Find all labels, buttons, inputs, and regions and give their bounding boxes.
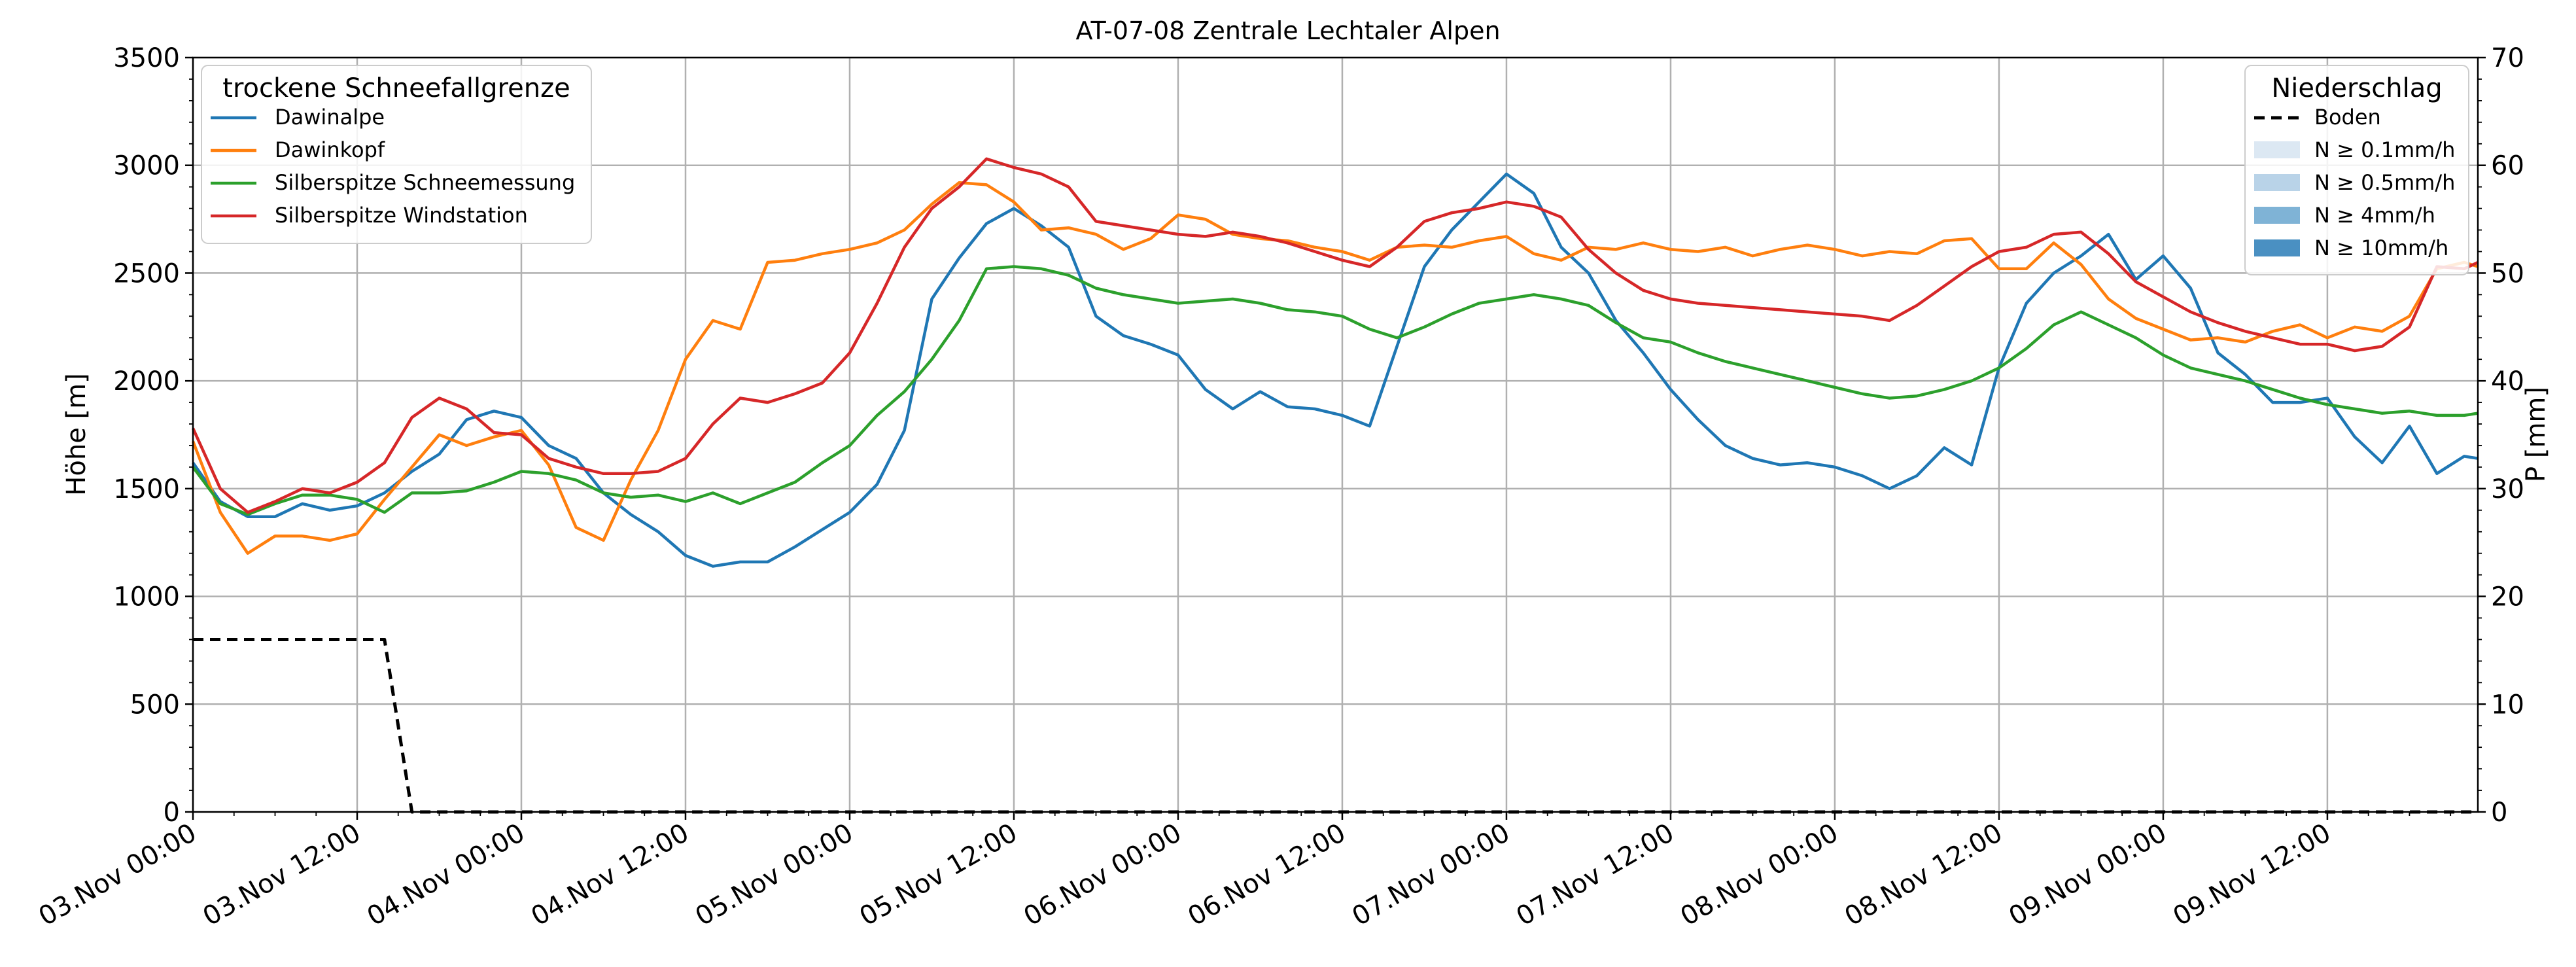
legend-precipitation: Niederschlag Boden N ≥ 0.1mm/h N ≥ 0.5mm/h…	[2244, 65, 2469, 275]
legend2-swatch	[2254, 239, 2300, 256]
plot-frame	[192, 56, 2479, 813]
y-tick-label: 1500	[113, 474, 180, 504]
series-line-dawinalpe	[192, 172, 2479, 568]
y2-tick-label: 0	[2491, 798, 2507, 828]
y-axis-label: Höhe [m]	[61, 373, 92, 495]
y2-tick-label: 70	[2491, 43, 2524, 73]
y2-tick-label: 40	[2491, 366, 2524, 396]
legend2-label: N ≥ 4mm/h	[2314, 203, 2435, 228]
y-tick-label: 3500	[113, 43, 180, 73]
series-line-silberspitze-windstation	[191, 157, 2479, 514]
series-line-dawinkopf	[191, 181, 2479, 555]
legend-snowfall-limit: trockene Schneefallgrenze Dawinalpe Dawin…	[201, 65, 592, 244]
legend-title: trockene Schneefallgrenze	[222, 73, 570, 103]
right-y-axis: 0 10 20 30 40 50 60 70	[2478, 43, 2524, 828]
y2-tick-label: 20	[2491, 582, 2524, 612]
legend-label: Silberspitze Windstation	[275, 203, 528, 228]
y-tick-label: 2000	[113, 366, 180, 396]
legend2-label: N ≥ 0.1mm/h	[2314, 137, 2455, 162]
y2-tick-label: 50	[2491, 258, 2524, 289]
legend2-label: N ≥ 10mm/h	[2314, 236, 2448, 260]
y-tick-label: 2500	[113, 258, 180, 289]
series-line-silberspitze-schneemessung	[192, 265, 2479, 516]
legend2-label: N ≥ 0.5mm/h	[2314, 170, 2455, 195]
y2-tick-label: 60	[2491, 151, 2524, 181]
legend-label: Silberspitze Schneemessung	[275, 170, 575, 195]
legend2-swatch	[2254, 207, 2300, 224]
legend-label: Dawinalpe	[275, 105, 385, 130]
legend2-swatch	[2254, 174, 2300, 191]
y-tick-label: 1000	[113, 582, 180, 612]
y-tick-label: 500	[130, 690, 180, 720]
y-tick-label: 0	[164, 798, 180, 828]
y2-axis-label: P [mm]	[2521, 387, 2551, 482]
legend-label: Dawinkopf	[275, 137, 385, 162]
chart-title: AT-07-08 Zentrale Lechtaler Alpen	[1075, 16, 1500, 45]
legend2-title: Niederschlag	[2271, 73, 2442, 103]
y2-tick-label: 30	[2491, 474, 2524, 504]
y-tick-label: 3000	[113, 151, 180, 181]
legend2-swatch	[2254, 141, 2300, 158]
legend2-label: Boden	[2314, 105, 2381, 130]
y2-tick-label: 10	[2491, 690, 2524, 720]
left-y-axis: 0 500 1000 1500 2000 2500 3000 3500	[113, 43, 193, 828]
